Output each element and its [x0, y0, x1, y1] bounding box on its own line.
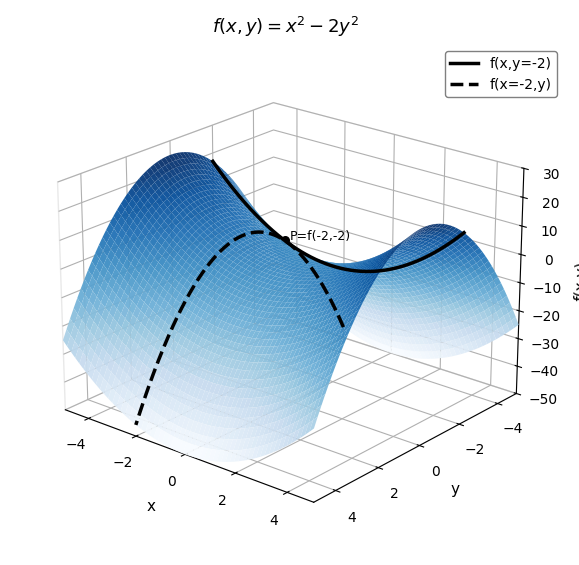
- X-axis label: x: x: [146, 499, 156, 514]
- Y-axis label: y: y: [450, 481, 460, 497]
- Title: $f(x, y) = x^2 - 2y^2$: $f(x, y) = x^2 - 2y^2$: [212, 15, 359, 39]
- Legend: f(x,y=-2), f(x=-2,y): f(x,y=-2), f(x=-2,y): [445, 51, 557, 97]
